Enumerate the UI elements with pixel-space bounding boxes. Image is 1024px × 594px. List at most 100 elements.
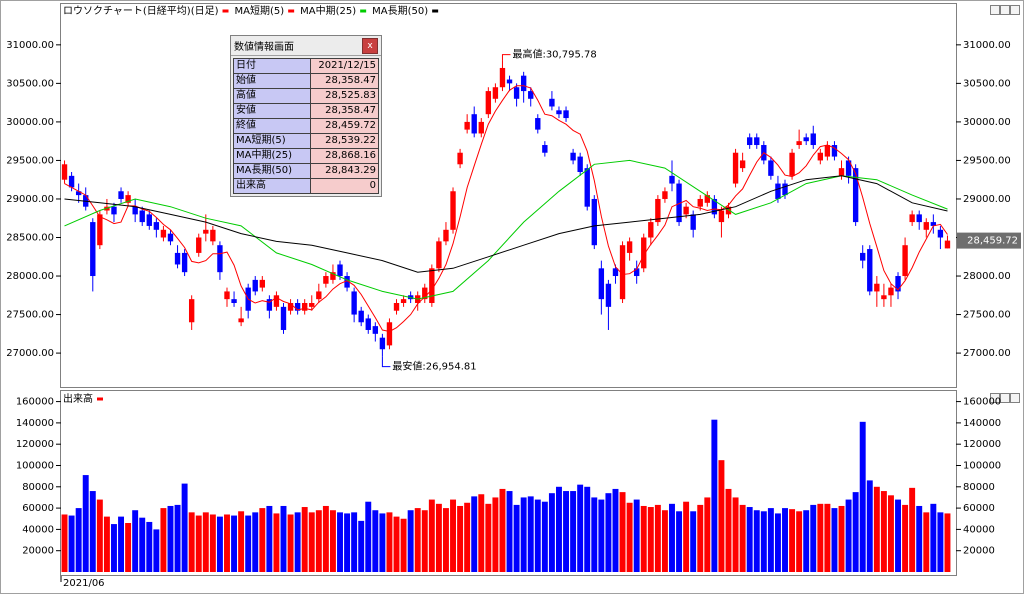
button[interactable]	[1010, 5, 1020, 15]
volume-bar	[887, 495, 894, 572]
volume-bar	[280, 505, 287, 572]
volume-bar	[414, 508, 421, 572]
button[interactable]	[990, 5, 1000, 15]
candle-body	[690, 214, 696, 230]
candle-body	[294, 303, 301, 311]
volume-bar	[845, 499, 852, 572]
info-row: MA長期(50) 28,843.29	[233, 163, 379, 179]
volume-bar	[563, 491, 570, 572]
info-value: 28,358.47	[310, 73, 379, 89]
candle-body	[944, 240, 951, 249]
candle-body	[238, 318, 244, 323]
candle-body	[273, 295, 280, 307]
candle-body	[316, 291, 322, 300]
button[interactable]	[1000, 5, 1010, 15]
volume-tick-label: 20000	[963, 546, 995, 557]
info-value: 2021/12/15	[310, 58, 379, 74]
volume-bar	[676, 511, 683, 572]
info-label: MA長期(50)	[233, 163, 311, 179]
window-buttons[interactable]	[990, 5, 1020, 403]
volume-bar	[746, 507, 753, 572]
candle-body	[619, 245, 626, 300]
volume-bar	[471, 496, 478, 572]
candle-body	[464, 121, 470, 130]
candle-body	[386, 322, 393, 346]
volume-bar	[238, 511, 245, 572]
annotation: 最安値:26,954.81	[392, 360, 476, 373]
volume-bar	[421, 510, 428, 572]
candle-body	[747, 137, 753, 146]
button[interactable]	[1010, 393, 1020, 403]
candle-body	[224, 291, 230, 300]
candle-body	[937, 229, 944, 238]
legend-label: MA短期(5)	[235, 4, 285, 17]
candle-body	[309, 303, 315, 307]
info-label: MA中期(25)	[233, 148, 311, 164]
candle-body	[542, 145, 548, 153]
ma-line	[64, 159, 948, 300]
volume-bar	[259, 508, 266, 572]
button[interactable]	[1000, 393, 1010, 403]
volume-bar	[803, 510, 810, 572]
volume-bar	[287, 514, 294, 572]
candle-body	[118, 191, 124, 199]
volume-bar	[520, 497, 527, 572]
volume-bar	[125, 523, 132, 572]
volume-bar	[598, 499, 605, 572]
candle-body	[372, 326, 379, 334]
candle-body	[280, 306, 287, 330]
button[interactable]	[990, 393, 1000, 403]
volume-bar	[209, 514, 216, 572]
candle-body	[400, 299, 407, 304]
volume-bar	[499, 488, 506, 572]
volume-bar	[619, 492, 626, 572]
y-tick-label: 29000.00	[963, 194, 1011, 205]
volume-bar	[591, 497, 598, 572]
volume-bar	[711, 419, 718, 572]
volume-bar	[859, 421, 866, 572]
candle-body	[697, 198, 703, 207]
info-label: MA短期(5)	[233, 133, 311, 149]
candle-body	[535, 118, 541, 130]
volume-panel	[60, 390, 957, 576]
candle-body	[810, 133, 816, 146]
volume-bar	[464, 502, 471, 572]
y-tick-label: 28500.00	[6, 232, 54, 243]
last-price-label: 28,459.72	[967, 236, 1018, 247]
candle-body	[252, 279, 258, 292]
volume-tick-label: 20000	[22, 546, 54, 557]
volume-tick-label: 120000	[963, 439, 1001, 450]
info-value: 28,539.22	[310, 133, 379, 149]
volume-bar	[880, 491, 887, 572]
candle-body	[577, 156, 583, 172]
candle-body	[132, 206, 138, 215]
volume-tick-label: 100000	[16, 460, 54, 471]
candle-body	[422, 287, 428, 300]
candle-body	[930, 222, 937, 226]
volume-bar	[450, 499, 456, 572]
y-tick-label: 30000.00	[963, 117, 1011, 128]
candle-body	[506, 79, 513, 84]
candle-body	[139, 210, 145, 223]
volume-bar	[96, 499, 103, 572]
y-tick-label: 28000.00	[963, 271, 1011, 282]
volume-bar	[774, 513, 781, 572]
candle-body	[520, 75, 527, 92]
candle-body	[337, 264, 343, 277]
volume-bar	[895, 499, 901, 572]
candle-body	[181, 252, 188, 273]
close-button[interactable]: x	[362, 37, 378, 54]
volume-bar	[379, 513, 386, 572]
info-label: 安値	[233, 103, 311, 119]
y-tick-label: 27500.00	[6, 310, 54, 321]
volume-bar	[294, 512, 301, 572]
info-label: 出来高	[233, 178, 311, 194]
volume-tick-label: 100000	[963, 460, 1001, 471]
volume-bar	[506, 491, 513, 572]
volume-bar	[485, 503, 492, 572]
candle-body	[860, 252, 866, 261]
volume-bar	[337, 512, 343, 572]
candle-body	[888, 287, 894, 296]
volume-bar	[704, 497, 711, 572]
